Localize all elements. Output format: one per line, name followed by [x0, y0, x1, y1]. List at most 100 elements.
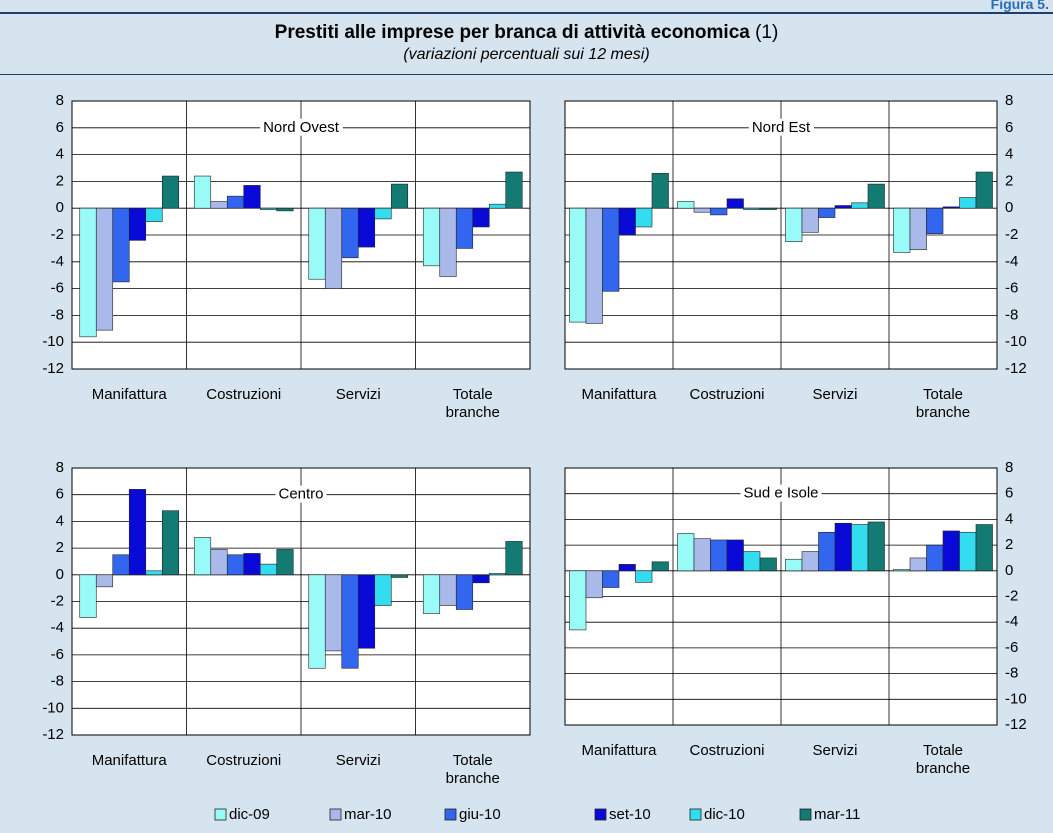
subtitle: (variazioni percentuali sui 12 mesi) [403, 46, 650, 63]
bar [341, 207, 359, 259]
bar [818, 531, 836, 572]
y-tick-label: -10 [42, 699, 64, 716]
legend-swatch [594, 808, 607, 821]
y-tick-label: -4 [1005, 613, 1018, 630]
y-tick-label: -8 [51, 673, 64, 690]
bar [226, 195, 245, 209]
y-tick-label: -4 [1005, 253, 1018, 270]
legend-label: mar-11 [814, 806, 860, 823]
panel-title: Nord Ovest [263, 119, 340, 136]
panel-title-bg [260, 118, 343, 136]
bar [79, 207, 97, 338]
y-tick-label: 6 [1005, 119, 1013, 136]
title: Prestiti alle imprese per branca di atti… [0, 22, 1053, 44]
y-tick-label: -6 [51, 646, 64, 663]
y-tick-label: 8 [56, 459, 64, 476]
bar [710, 539, 728, 572]
y-tick-label: -10 [42, 333, 64, 350]
bar [341, 574, 359, 669]
legend-label: dic-09 [229, 806, 270, 823]
y-tick-label: -6 [1005, 639, 1018, 656]
legend-swatch [799, 808, 812, 821]
bar [834, 522, 852, 572]
bar [243, 185, 261, 209]
panel-title-bg [748, 118, 815, 136]
bar [743, 551, 761, 572]
legend-label: mar-10 [344, 806, 392, 823]
bar [455, 207, 474, 249]
y-tick-label: 4 [56, 146, 64, 163]
panel-title-bg [275, 485, 327, 503]
bar [439, 207, 457, 277]
bar [488, 203, 507, 209]
bar [569, 207, 587, 323]
panel-title: Centro [278, 486, 323, 503]
bar [759, 557, 777, 572]
bar [693, 538, 711, 572]
bar [867, 521, 885, 572]
bar [276, 207, 294, 212]
bar [308, 574, 326, 669]
y-tick-label: -10 [1005, 333, 1027, 350]
bar [926, 207, 944, 234]
x-tick-label: Costruzioni [689, 386, 765, 403]
bar [308, 207, 326, 280]
bar [909, 207, 927, 251]
bar [112, 207, 130, 283]
bar [161, 510, 180, 576]
bar [569, 570, 587, 631]
bar [193, 537, 212, 576]
y-tick-label: -2 [1005, 226, 1018, 243]
bar [942, 206, 960, 209]
y-tick-label: 4 [1005, 510, 1013, 527]
bar [95, 207, 114, 331]
x-tick-label: Manifattura [581, 742, 657, 759]
bar [243, 553, 261, 576]
legend-swatch [214, 808, 227, 821]
y-tick-label: -2 [51, 592, 64, 609]
title-main: Prestiti alle imprese per branca di atti… [274, 22, 750, 43]
bar [128, 207, 147, 241]
bar [505, 171, 523, 209]
panel-title-bg [740, 484, 822, 502]
bar [909, 557, 927, 572]
legend-label: set-10 [609, 806, 651, 823]
legend-swatch [689, 808, 702, 821]
legend-label: giu-10 [459, 806, 501, 823]
bar [693, 207, 711, 213]
y-tick-label: 0 [56, 199, 64, 216]
bar [959, 531, 977, 572]
bar [357, 207, 376, 248]
bar [851, 202, 869, 209]
x-tick-label: Totale branche [445, 752, 500, 787]
bar [472, 207, 490, 228]
x-tick-label: Servizi [812, 742, 858, 759]
bar [374, 574, 392, 606]
panel-title: Nord Est [752, 119, 811, 136]
bar [618, 207, 636, 236]
bar [374, 207, 392, 220]
x-tick-label: Totale branche [445, 386, 500, 421]
bar [851, 524, 869, 572]
x-tick-label: Costruzioni [206, 386, 282, 403]
bar [422, 207, 441, 267]
y-tick-label: 0 [56, 566, 64, 583]
bar [226, 554, 245, 576]
y-tick-label: 2 [56, 172, 64, 189]
bar [145, 207, 163, 222]
bar [161, 175, 180, 209]
x-tick-label: Costruzioni [689, 742, 765, 759]
bar [276, 549, 294, 576]
bar [390, 183, 409, 209]
title-note: (1) [755, 22, 779, 43]
y-tick-label: -10 [1005, 690, 1027, 707]
y-tick-label: 4 [1005, 146, 1013, 163]
y-tick-label: -12 [1005, 716, 1027, 733]
y-tick-label: 8 [1005, 92, 1013, 109]
bar [635, 570, 653, 583]
bar [210, 201, 228, 209]
bar [79, 574, 97, 618]
bar [759, 207, 777, 210]
y-tick-label: -4 [51, 253, 64, 270]
